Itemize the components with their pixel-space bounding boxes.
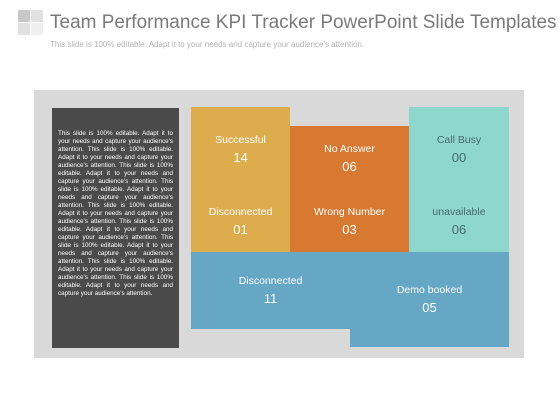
- tile-unavailable: unavailable 06: [409, 192, 509, 252]
- tile-call-busy: Call Busy 00: [409, 107, 509, 192]
- tile-value: 06: [342, 159, 357, 174]
- tile-value: 11: [263, 290, 278, 306]
- tile-no-answer: No Answer 06: [290, 126, 409, 192]
- tile-value: 00: [451, 149, 467, 165]
- slide-title: Team Performance KPI Tracker PowerPoint …: [50, 12, 557, 33]
- tile-label: unavailable: [432, 206, 486, 218]
- tile-disconnected: Disconnected 01: [191, 192, 290, 252]
- tile-value: 01: [233, 222, 248, 237]
- tile-label: Wrong Number: [314, 206, 385, 218]
- tile-demo-booked: Demo booked 05: [350, 252, 509, 347]
- tile-successful: Successful 14: [191, 107, 290, 192]
- tile-label: Disconnected: [238, 274, 303, 287]
- logo-square: [31, 23, 43, 35]
- tile-value: 05: [422, 299, 437, 315]
- tile-label: Disconnected: [208, 206, 273, 218]
- tile-label: Successful: [215, 133, 266, 146]
- logo-square: [18, 23, 30, 35]
- logo-squares: [18, 10, 44, 36]
- tile-value: 14: [233, 149, 248, 165]
- tile-label: No Answer: [324, 143, 375, 155]
- tile-disconnected-total: Disconnected 11: [191, 252, 350, 329]
- slide-subtitle: This slide is 100% editable. Adapt it to…: [50, 40, 365, 49]
- logo-square: [18, 10, 30, 22]
- tile-label: Demo booked: [396, 283, 463, 296]
- logo-square: [31, 10, 43, 22]
- description-text: This slide is 100% editable. Adapt it to…: [52, 108, 179, 348]
- tile-value: 06: [451, 222, 467, 237]
- tile-value: 03: [342, 222, 357, 237]
- tile-label: Call Busy: [436, 133, 482, 146]
- tile-wrong-number: Wrong Number 03: [290, 192, 409, 252]
